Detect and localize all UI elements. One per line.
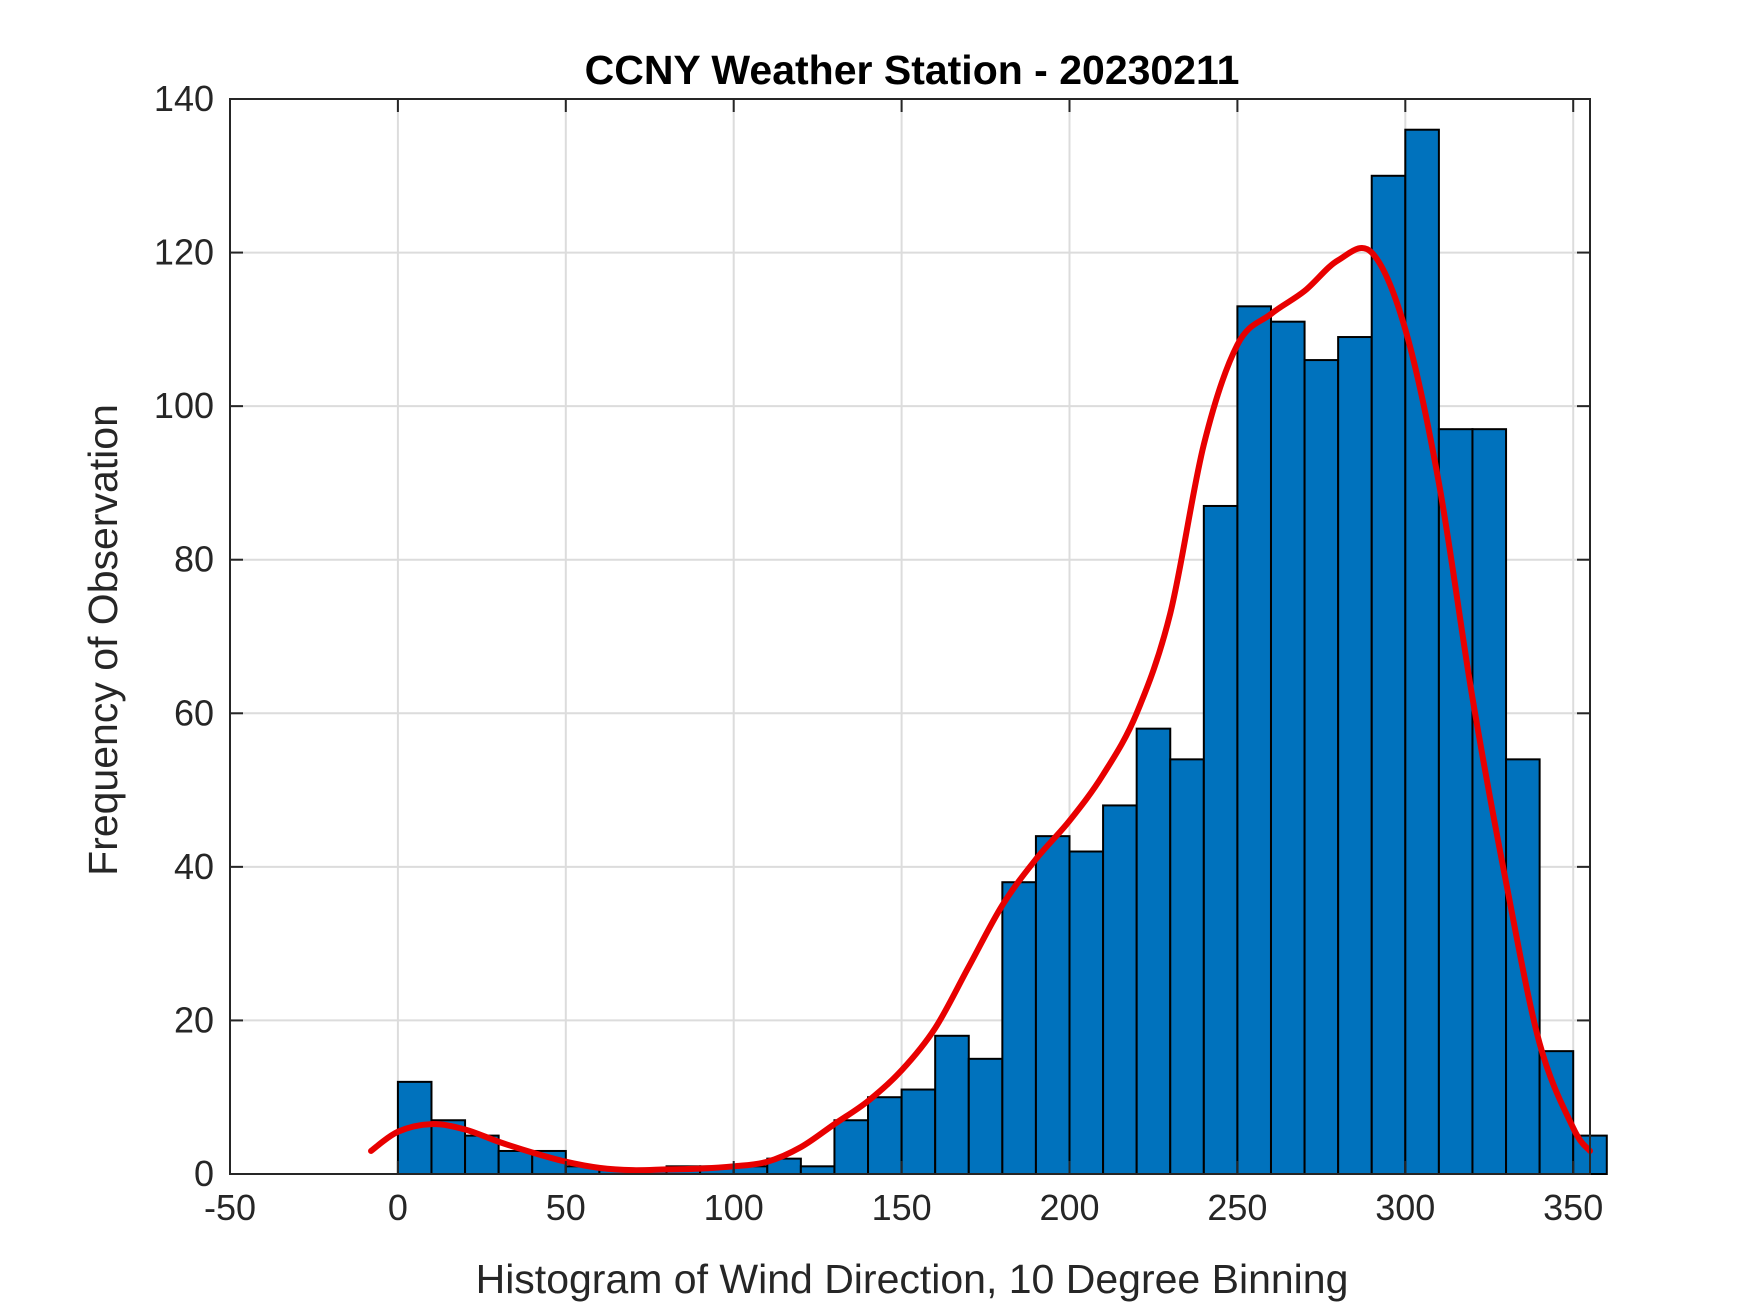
histogram-bar	[1505, 758, 1541, 1175]
histogram-bar	[867, 1096, 903, 1175]
histogram-bar	[1135, 727, 1172, 1176]
x-tick-label: 150	[872, 1187, 932, 1228]
x-tick-label: 0	[388, 1187, 408, 1228]
tick-marks	[229, 98, 1590, 1175]
histogram-bar	[1303, 359, 1340, 1176]
histogram-bar	[1001, 881, 1037, 1175]
x-tick-label: 250	[1207, 1187, 1267, 1228]
histogram-bar	[1437, 428, 1474, 1175]
histogram-bar	[1169, 758, 1205, 1175]
histogram-bar	[900, 1088, 937, 1176]
y-tick-labels: 0 20 40 60 80 100 120 140	[154, 78, 214, 1194]
histogram-bar	[1034, 835, 1071, 1176]
histogram-bar	[1337, 336, 1373, 1175]
density-curve-layer	[368, 245, 1593, 1174]
x-axis-label: Histogram of Wind Direction, 10 Degree B…	[476, 1256, 1349, 1302]
y-tick-label: 140	[154, 78, 214, 119]
histogram-bar	[1102, 804, 1138, 1176]
histogram-bar	[1269, 320, 1306, 1175]
y-tick-label: 0	[194, 1153, 214, 1194]
y-tick-label: 40	[174, 846, 214, 887]
histogram-bar	[1068, 850, 1105, 1175]
y-tick-label: 20	[174, 999, 214, 1040]
x-tick-label: 200	[1039, 1187, 1099, 1228]
x-tick-label: -50	[204, 1187, 256, 1228]
x-tick-labels: -50 0 50 100 150 200 250 300 350	[204, 1187, 1603, 1228]
histogram-bar	[833, 1119, 870, 1175]
histogram-bar	[799, 1165, 836, 1175]
histogram-bar	[1404, 128, 1440, 1176]
x-tick-label: 300	[1375, 1187, 1435, 1228]
y-tick-label: 100	[154, 385, 214, 426]
x-tick-label: 100	[704, 1187, 764, 1228]
histogram-bar	[967, 1057, 1004, 1175]
histogram-bar	[1202, 504, 1239, 1175]
chart-title: CCNY Weather Station - 20230211	[585, 47, 1240, 93]
histogram-bars	[396, 128, 1608, 1176]
y-tick-label: 120	[154, 232, 214, 273]
histogram-bar	[1370, 174, 1407, 1176]
y-tick-label: 60	[174, 692, 214, 733]
density-curve	[368, 245, 1593, 1174]
axes-box	[229, 98, 1591, 1175]
histogram-bar	[934, 1034, 970, 1176]
histogram-bar	[1236, 305, 1272, 1176]
y-tick-label: 80	[174, 539, 214, 580]
y-axis-label: Frequency of Observation	[80, 404, 126, 876]
x-tick-label: 50	[546, 1187, 586, 1228]
histogram-bar	[497, 1149, 534, 1175]
x-tick-label: 350	[1543, 1187, 1603, 1228]
